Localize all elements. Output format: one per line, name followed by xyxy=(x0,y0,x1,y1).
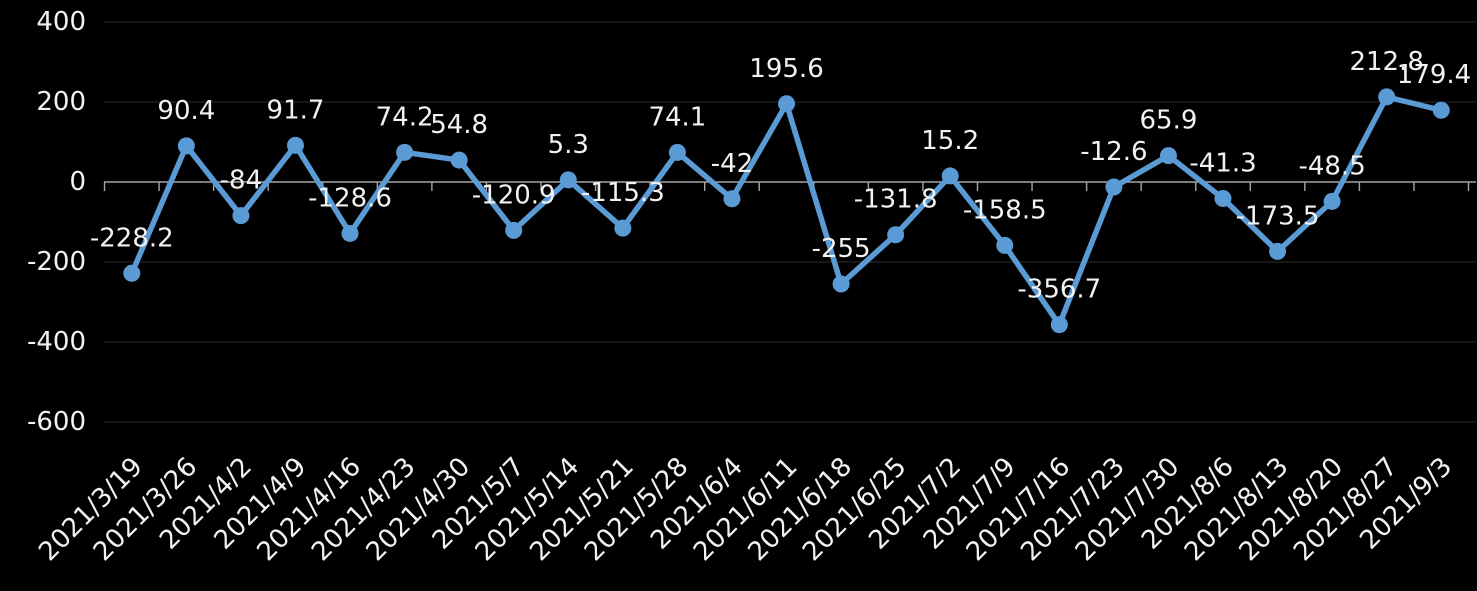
y-axis-tick-label: 400 xyxy=(36,7,86,37)
data-point-marker xyxy=(1105,178,1123,196)
data-point-marker xyxy=(286,136,304,154)
data-point-marker xyxy=(996,236,1014,254)
data-label: -158.5 xyxy=(963,195,1047,225)
data-point-marker xyxy=(723,190,741,208)
data-point-marker xyxy=(614,219,632,237)
data-point-marker xyxy=(1214,190,1232,208)
data-label: 74.1 xyxy=(648,102,706,132)
data-point-marker xyxy=(1159,147,1177,165)
data-point-marker xyxy=(123,264,141,282)
data-label: -173.5 xyxy=(1236,201,1320,231)
data-label: -12.6 xyxy=(1080,137,1147,167)
data-label: -255 xyxy=(812,234,871,264)
y-axis-tick-label: -400 xyxy=(27,327,86,357)
data-label: -356.7 xyxy=(1017,275,1101,305)
data-label: -128.6 xyxy=(308,183,392,213)
data-label: -42 xyxy=(711,149,753,179)
data-label: 74.2 xyxy=(376,102,434,132)
y-axis-tick-label: 200 xyxy=(36,87,86,117)
data-label: 179.4 xyxy=(1397,60,1471,90)
data-label: 90.4 xyxy=(157,96,215,126)
y-axis-tick-label: -600 xyxy=(27,407,86,437)
data-point-marker xyxy=(450,151,468,169)
data-point-marker xyxy=(559,171,577,189)
data-point-marker xyxy=(941,167,959,185)
data-point-marker xyxy=(1050,316,1068,334)
data-point-marker xyxy=(505,221,523,239)
data-label: -84 xyxy=(220,166,262,196)
data-label: 5.3 xyxy=(548,130,589,160)
data-label: -120.9 xyxy=(472,180,556,210)
data-point-marker xyxy=(668,143,686,161)
data-label: -48.5 xyxy=(1298,151,1365,181)
data-point-marker xyxy=(1269,242,1287,260)
data-label: -115.3 xyxy=(581,178,665,208)
data-point-marker xyxy=(177,137,195,155)
data-point-marker xyxy=(887,226,905,244)
data-point-marker xyxy=(1323,192,1341,210)
data-point-marker xyxy=(396,143,414,161)
data-point-marker xyxy=(778,95,796,113)
data-label: 91.7 xyxy=(267,95,325,125)
data-point-marker xyxy=(232,207,250,225)
data-label: 54.8 xyxy=(430,110,488,140)
y-axis-tick-label: -200 xyxy=(27,247,86,277)
data-label: 195.6 xyxy=(749,54,823,84)
data-label: 212.8 xyxy=(1349,47,1423,77)
data-label: -41.3 xyxy=(1189,149,1256,179)
y-axis-tick-label: 0 xyxy=(69,167,86,197)
data-label: 15.2 xyxy=(921,126,979,156)
data-point-marker xyxy=(341,224,359,242)
data-point-marker xyxy=(1378,88,1396,106)
data-label: -131.8 xyxy=(854,185,938,215)
data-point-marker xyxy=(1432,101,1450,119)
data-point-marker xyxy=(832,275,850,293)
data-label: -228.2 xyxy=(90,223,174,253)
data-label: 65.9 xyxy=(1139,106,1197,136)
